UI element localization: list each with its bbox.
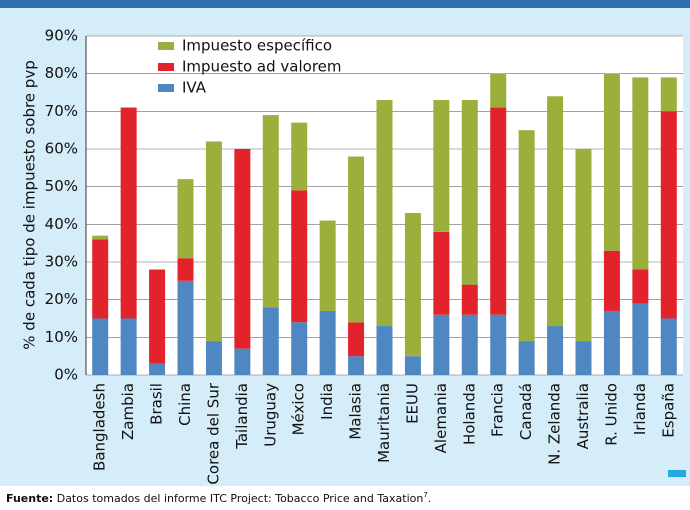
top-band: [0, 0, 690, 8]
y-tick-label: 10%: [45, 328, 78, 346]
bar-segment: [490, 314, 507, 375]
x-tick-label: Australia: [574, 383, 592, 449]
y-tick-label: 40%: [45, 215, 78, 233]
bar-segment: [205, 341, 222, 375]
bar-segment: [518, 130, 535, 342]
bar-segment: [149, 269, 166, 364]
bar-segment: [603, 73, 620, 251]
x-tick-label: Canadá: [517, 383, 535, 440]
y-tick-label: 80%: [45, 64, 78, 82]
bar-segment: [291, 322, 308, 375]
x-tick-label: India: [318, 383, 336, 420]
bar-segment: [291, 122, 308, 191]
legend-label: Impuesto específico: [182, 37, 332, 55]
bar-segment: [490, 73, 507, 108]
bar-segment: [433, 314, 450, 375]
legend-label: IVA: [182, 79, 207, 97]
bar-segment: [348, 356, 365, 375]
bar-segment: [177, 258, 194, 281]
bar-segment: [262, 307, 279, 375]
bar-segment: [120, 107, 137, 319]
x-tick-label: Corea del Sur: [204, 382, 222, 484]
y-tick-label: 50%: [45, 177, 78, 195]
bar-segment: [376, 100, 393, 327]
x-tick-label: Tailandia: [233, 383, 251, 450]
bar-segment: [547, 326, 564, 375]
y-axis-label: % de cada tipo de impuesto sobre pvp: [21, 60, 39, 349]
x-tick-label: Mauritania: [375, 383, 393, 463]
bar-segment: [319, 220, 336, 311]
y-tick-label: 60%: [45, 140, 78, 158]
x-tick-label: Alemania: [432, 383, 450, 453]
legend-swatch: [158, 84, 174, 92]
bar-segment: [149, 363, 166, 375]
x-tick-label: Irlanda: [631, 383, 649, 435]
x-tick-label: Brasil: [148, 383, 166, 425]
x-tick-label: Bangladesh: [91, 383, 109, 471]
legend-swatch: [158, 63, 174, 71]
bar-segment: [575, 149, 592, 342]
bar-segment: [234, 348, 251, 375]
bar-segment: [319, 310, 336, 375]
y-tick-label: 30%: [45, 253, 78, 271]
y-tick-label: 20%: [45, 290, 78, 308]
source-text: Datos tomados del informe ITC Project: T…: [57, 492, 424, 505]
bar-segment: [262, 115, 279, 308]
bar-segment: [632, 77, 649, 270]
bar-segment: [177, 280, 194, 375]
legend-label: Impuesto ad valorem: [182, 58, 342, 76]
source: Fuente: Datos tomados del informe ITC Pr…: [6, 491, 431, 505]
x-tick-label: México: [290, 383, 308, 435]
bar-segment: [120, 318, 137, 375]
bar-segment: [177, 179, 194, 259]
source-label: Fuente:: [6, 492, 53, 505]
bar-segment: [660, 111, 677, 319]
bar-segment: [376, 326, 393, 375]
bar-segment: [433, 100, 450, 232]
x-tick-label: Uruguay: [261, 383, 279, 447]
x-tick-label: España: [659, 383, 677, 438]
x-tick-label: N. Zelanda: [546, 383, 564, 465]
bar-segment: [490, 107, 507, 315]
x-tick-label: Holanda: [460, 383, 478, 445]
bar-segment: [461, 314, 478, 375]
bar-segment: [92, 235, 109, 240]
bar-segment: [348, 322, 365, 357]
bar-segment: [404, 213, 421, 357]
corner-mark: [668, 470, 686, 477]
x-tick-label: EEUU: [403, 383, 421, 424]
bar-segment: [291, 190, 308, 323]
bar-segment: [404, 356, 421, 375]
bar-segment: [660, 318, 677, 375]
y-tick-label: 90%: [45, 27, 78, 45]
y-tick-label: 70%: [45, 102, 78, 120]
bar-segment: [234, 149, 251, 349]
bar-segment: [205, 141, 222, 342]
x-tick-label: China: [176, 383, 194, 426]
bar-segment: [461, 100, 478, 285]
bar-segment: [603, 310, 620, 375]
x-tick-label: Zambia: [119, 383, 137, 440]
bar-segment: [603, 250, 620, 311]
bar-segment: [461, 284, 478, 315]
bar-segment: [632, 269, 649, 304]
bar-segment: [348, 156, 365, 323]
x-tick-label: R. Unido: [602, 383, 620, 446]
bar-segment: [547, 96, 564, 327]
bar-segment: [433, 231, 450, 315]
bar-segment: [92, 239, 109, 319]
bar-segment: [518, 341, 535, 375]
legend-swatch: [158, 42, 174, 50]
x-tick-label: Malasia: [347, 383, 365, 440]
bar-segment: [660, 77, 677, 112]
bar-segment: [92, 318, 109, 375]
bar-segment: [575, 341, 592, 375]
y-tick-label: 0%: [54, 366, 78, 384]
bar-segment: [632, 303, 649, 375]
x-tick-label: Francia: [489, 383, 507, 437]
source-note: 7: [423, 491, 427, 499]
